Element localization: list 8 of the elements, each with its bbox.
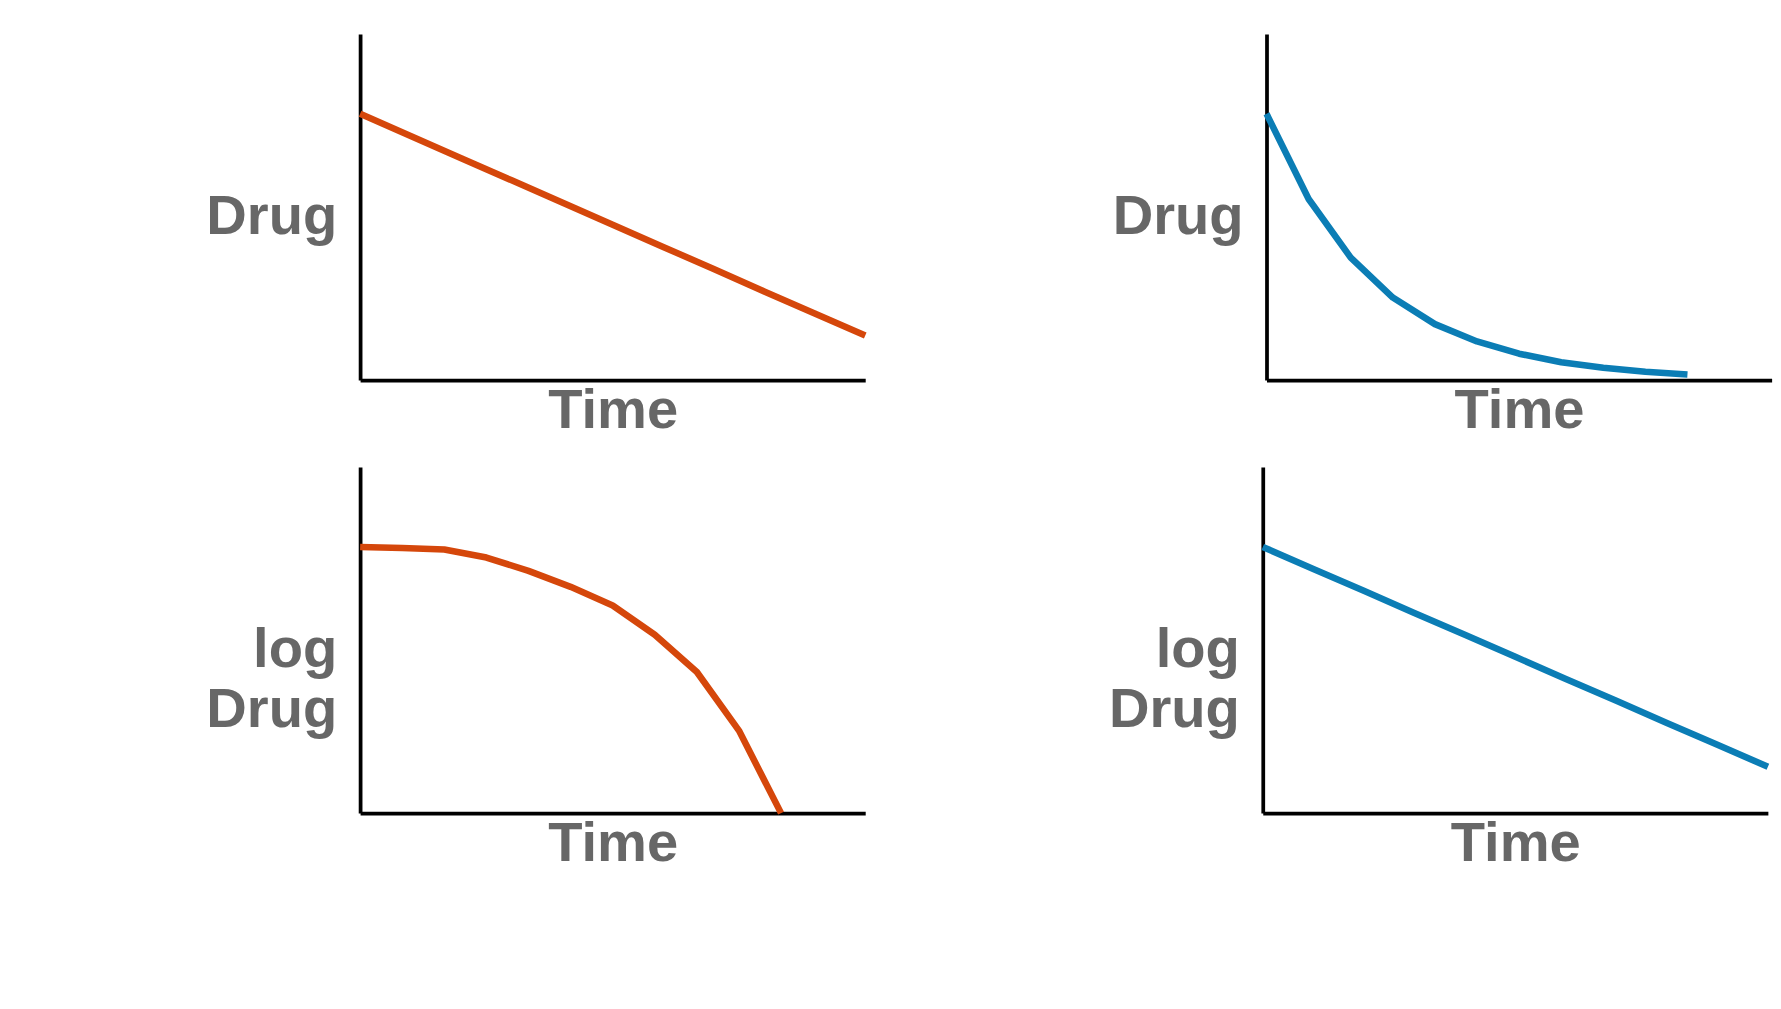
y-axis-title: log Drug bbox=[1108, 615, 1240, 739]
y-axis-title: log Drug bbox=[206, 615, 338, 739]
x-axis-title: Time bbox=[1450, 810, 1581, 874]
y-axis-title: Drug bbox=[206, 182, 338, 246]
x-axis-title: Time bbox=[1454, 377, 1585, 441]
y-axis-title: Drug bbox=[1112, 182, 1244, 246]
x-axis-title: Time bbox=[548, 377, 679, 441]
x-axis-title: Time bbox=[548, 810, 679, 874]
